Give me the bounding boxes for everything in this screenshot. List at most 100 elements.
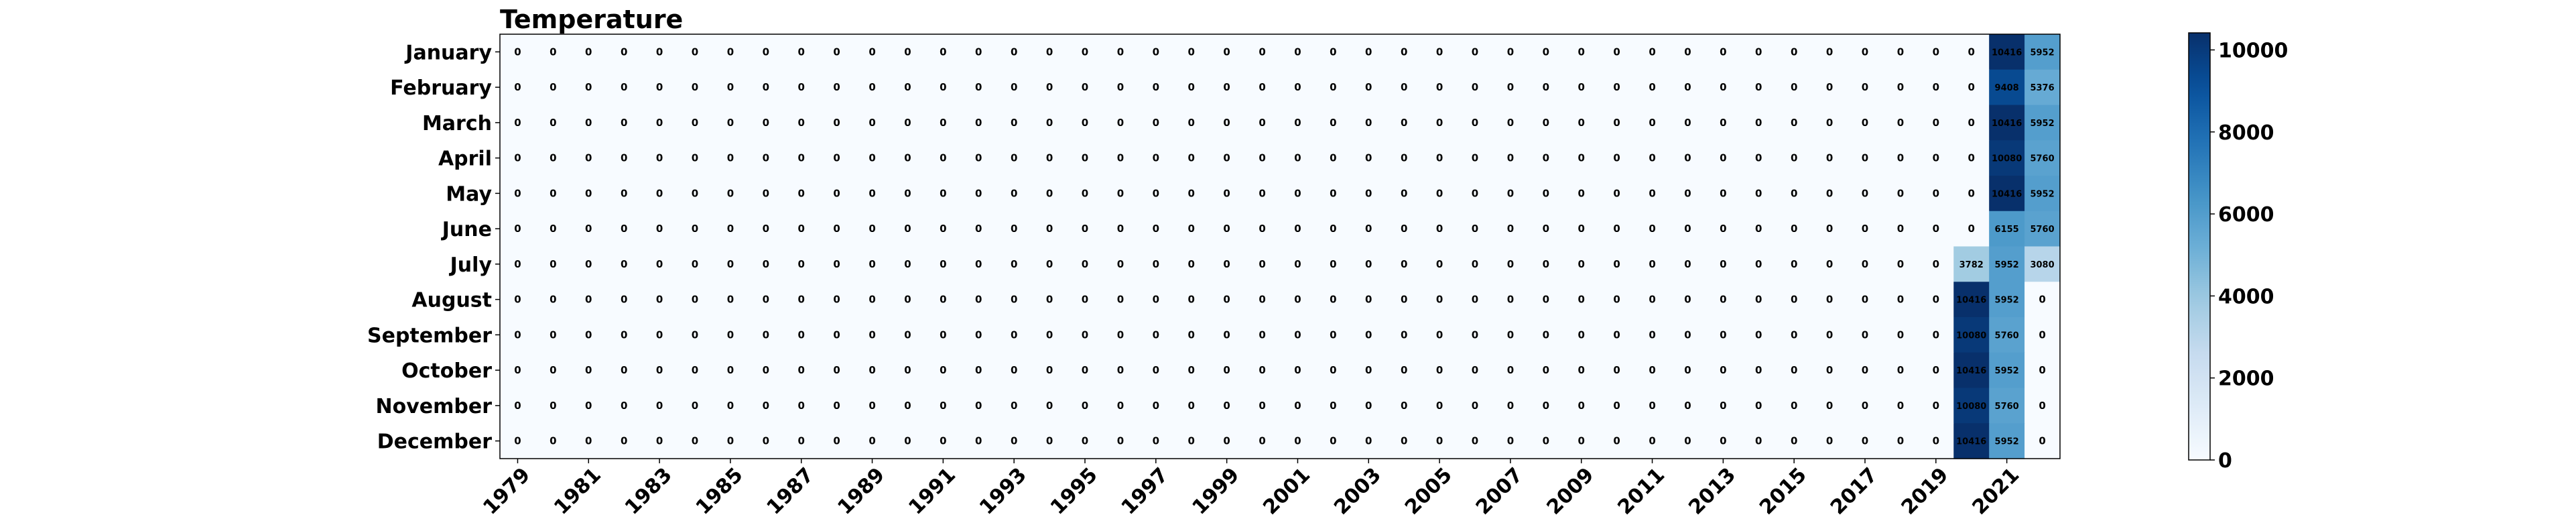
heatmap-cell bbox=[1209, 176, 1245, 212]
heatmap-cell bbox=[1492, 246, 1529, 282]
heatmap-cell bbox=[712, 176, 749, 212]
cell-value-label: 0 bbox=[1011, 329, 1017, 341]
cell-value-label: 0 bbox=[1153, 152, 1159, 164]
heatmap-cell bbox=[1280, 317, 1316, 353]
heatmap-cell bbox=[2024, 69, 2061, 106]
heatmap-cell bbox=[1847, 423, 1884, 459]
cell-value-label: 0 bbox=[1401, 435, 1407, 447]
cell-value-label: 0 bbox=[1897, 400, 1904, 412]
heatmap-cell bbox=[500, 423, 536, 459]
cell-value-label: 0 bbox=[1897, 187, 1904, 199]
cell-value-label: 0 bbox=[1365, 435, 1372, 447]
heatmap-cell bbox=[1102, 317, 1139, 353]
heatmap-cell bbox=[1918, 352, 1954, 389]
heatmap-cell bbox=[854, 211, 891, 247]
heatmap-cell bbox=[1882, 176, 1919, 212]
cell-value-label: 0 bbox=[1082, 187, 1088, 199]
cell-value-label: 0 bbox=[1223, 152, 1230, 164]
heatmap-cell bbox=[1386, 211, 1423, 247]
y-tick-label: August bbox=[411, 289, 492, 312]
cell-value-label: 0 bbox=[1649, 400, 1655, 412]
cell-value-label: 0 bbox=[1684, 294, 1691, 306]
heatmap-cell bbox=[1599, 282, 1635, 318]
heatmap-cell bbox=[960, 423, 997, 459]
cell-value-label: 0 bbox=[1294, 329, 1301, 341]
heatmap-cell bbox=[819, 352, 855, 389]
colorbar-tick-label: 8000 bbox=[2218, 121, 2274, 145]
cell-value-label: 0 bbox=[1791, 46, 1797, 58]
heatmap-cell bbox=[996, 317, 1033, 353]
cell-value-label: 0 bbox=[1365, 81, 1372, 93]
cell-value-label: 0 bbox=[1507, 435, 1514, 447]
x-tick-label: 1981 bbox=[550, 463, 606, 520]
cell-value-label: 5952 bbox=[1995, 366, 2019, 376]
heatmap-cell bbox=[1918, 140, 1954, 176]
heatmap-cell bbox=[1528, 140, 1564, 176]
heatmap-cell bbox=[1918, 105, 1954, 141]
heatmap-cell bbox=[748, 140, 784, 176]
heatmap-cell bbox=[1953, 69, 1990, 106]
cell-value-label: 0 bbox=[585, 329, 592, 341]
cell-value-label: 10416 bbox=[1992, 48, 2022, 58]
cell-value-label: 0 bbox=[2039, 435, 2045, 447]
cell-value-label: 0 bbox=[1507, 152, 1514, 164]
heatmap-cell bbox=[1386, 105, 1423, 141]
cell-value-label: 0 bbox=[1365, 117, 1372, 129]
cell-value-label: 0 bbox=[1223, 81, 1230, 93]
cell-value-label: 0 bbox=[727, 152, 734, 164]
cell-value-label: 0 bbox=[1578, 258, 1585, 270]
cell-value-label: 0 bbox=[1507, 258, 1514, 270]
cell-value-label: 0 bbox=[798, 117, 805, 129]
cell-value-label: 0 bbox=[514, 435, 521, 447]
cell-value-label: 0 bbox=[1259, 152, 1265, 164]
heatmap-cell bbox=[783, 140, 820, 176]
heatmap-cell bbox=[1811, 211, 1848, 247]
heatmap-cell bbox=[712, 34, 749, 70]
heatmap-cell bbox=[570, 105, 607, 141]
cell-value-label: 0 bbox=[1011, 258, 1017, 270]
heatmap-cell bbox=[1350, 211, 1387, 247]
cell-value-label: 0 bbox=[1791, 223, 1797, 235]
cell-value-label: 0 bbox=[904, 223, 911, 235]
x-tick-label: 1993 bbox=[975, 463, 1031, 520]
heatmap-cell bbox=[1847, 317, 1884, 353]
heatmap-cell bbox=[1563, 317, 1600, 353]
cell-value-label: 0 bbox=[1897, 329, 1904, 341]
cell-value-label: 0 bbox=[1401, 258, 1407, 270]
heatmap-cell bbox=[1173, 282, 1210, 318]
cell-value-label: 0 bbox=[1330, 81, 1336, 93]
heatmap-cell bbox=[1315, 317, 1352, 353]
cell-value-label: 0 bbox=[550, 81, 556, 93]
cell-value-label: 0 bbox=[1117, 81, 1124, 93]
heatmap-cell bbox=[1315, 211, 1352, 247]
heatmap-cell bbox=[1386, 34, 1423, 70]
cell-value-label: 0 bbox=[1578, 81, 1585, 93]
cell-value-label: 0 bbox=[1649, 152, 1655, 164]
heatmap-cell bbox=[1776, 246, 1813, 282]
cell-value-label: 0 bbox=[1578, 400, 1585, 412]
cell-value-label: 0 bbox=[904, 81, 911, 93]
heatmap-cell bbox=[1811, 388, 1848, 424]
cell-value-label: 0 bbox=[940, 81, 946, 93]
heatmap-cell bbox=[677, 69, 714, 106]
heatmap-cell bbox=[1670, 317, 1706, 353]
heatmap-cell bbox=[1670, 423, 1706, 459]
heatmap-cell bbox=[1740, 105, 1777, 141]
x-tick-label: 2011 bbox=[1613, 463, 1669, 520]
cell-value-label: 0 bbox=[692, 258, 698, 270]
cell-value-label: 0 bbox=[1259, 400, 1265, 412]
heatmap-cell bbox=[783, 317, 820, 353]
cell-value-label: 0 bbox=[1578, 152, 1585, 164]
heatmap-cell bbox=[960, 69, 997, 106]
heatmap-cell bbox=[570, 388, 607, 424]
heatmap-cell bbox=[677, 282, 714, 318]
heatmap-cell bbox=[1244, 140, 1281, 176]
heatmap-cell bbox=[606, 282, 643, 318]
cell-value-label: 0 bbox=[1294, 46, 1301, 58]
heatmap-cell bbox=[2024, 176, 2061, 212]
cell-value-label: 0 bbox=[763, 46, 769, 58]
cell-value-label: 0 bbox=[1117, 364, 1124, 376]
cell-value-label: 0 bbox=[1365, 223, 1372, 235]
cell-value-label: 0 bbox=[1649, 435, 1655, 447]
cell-value-label: 0 bbox=[727, 81, 734, 93]
